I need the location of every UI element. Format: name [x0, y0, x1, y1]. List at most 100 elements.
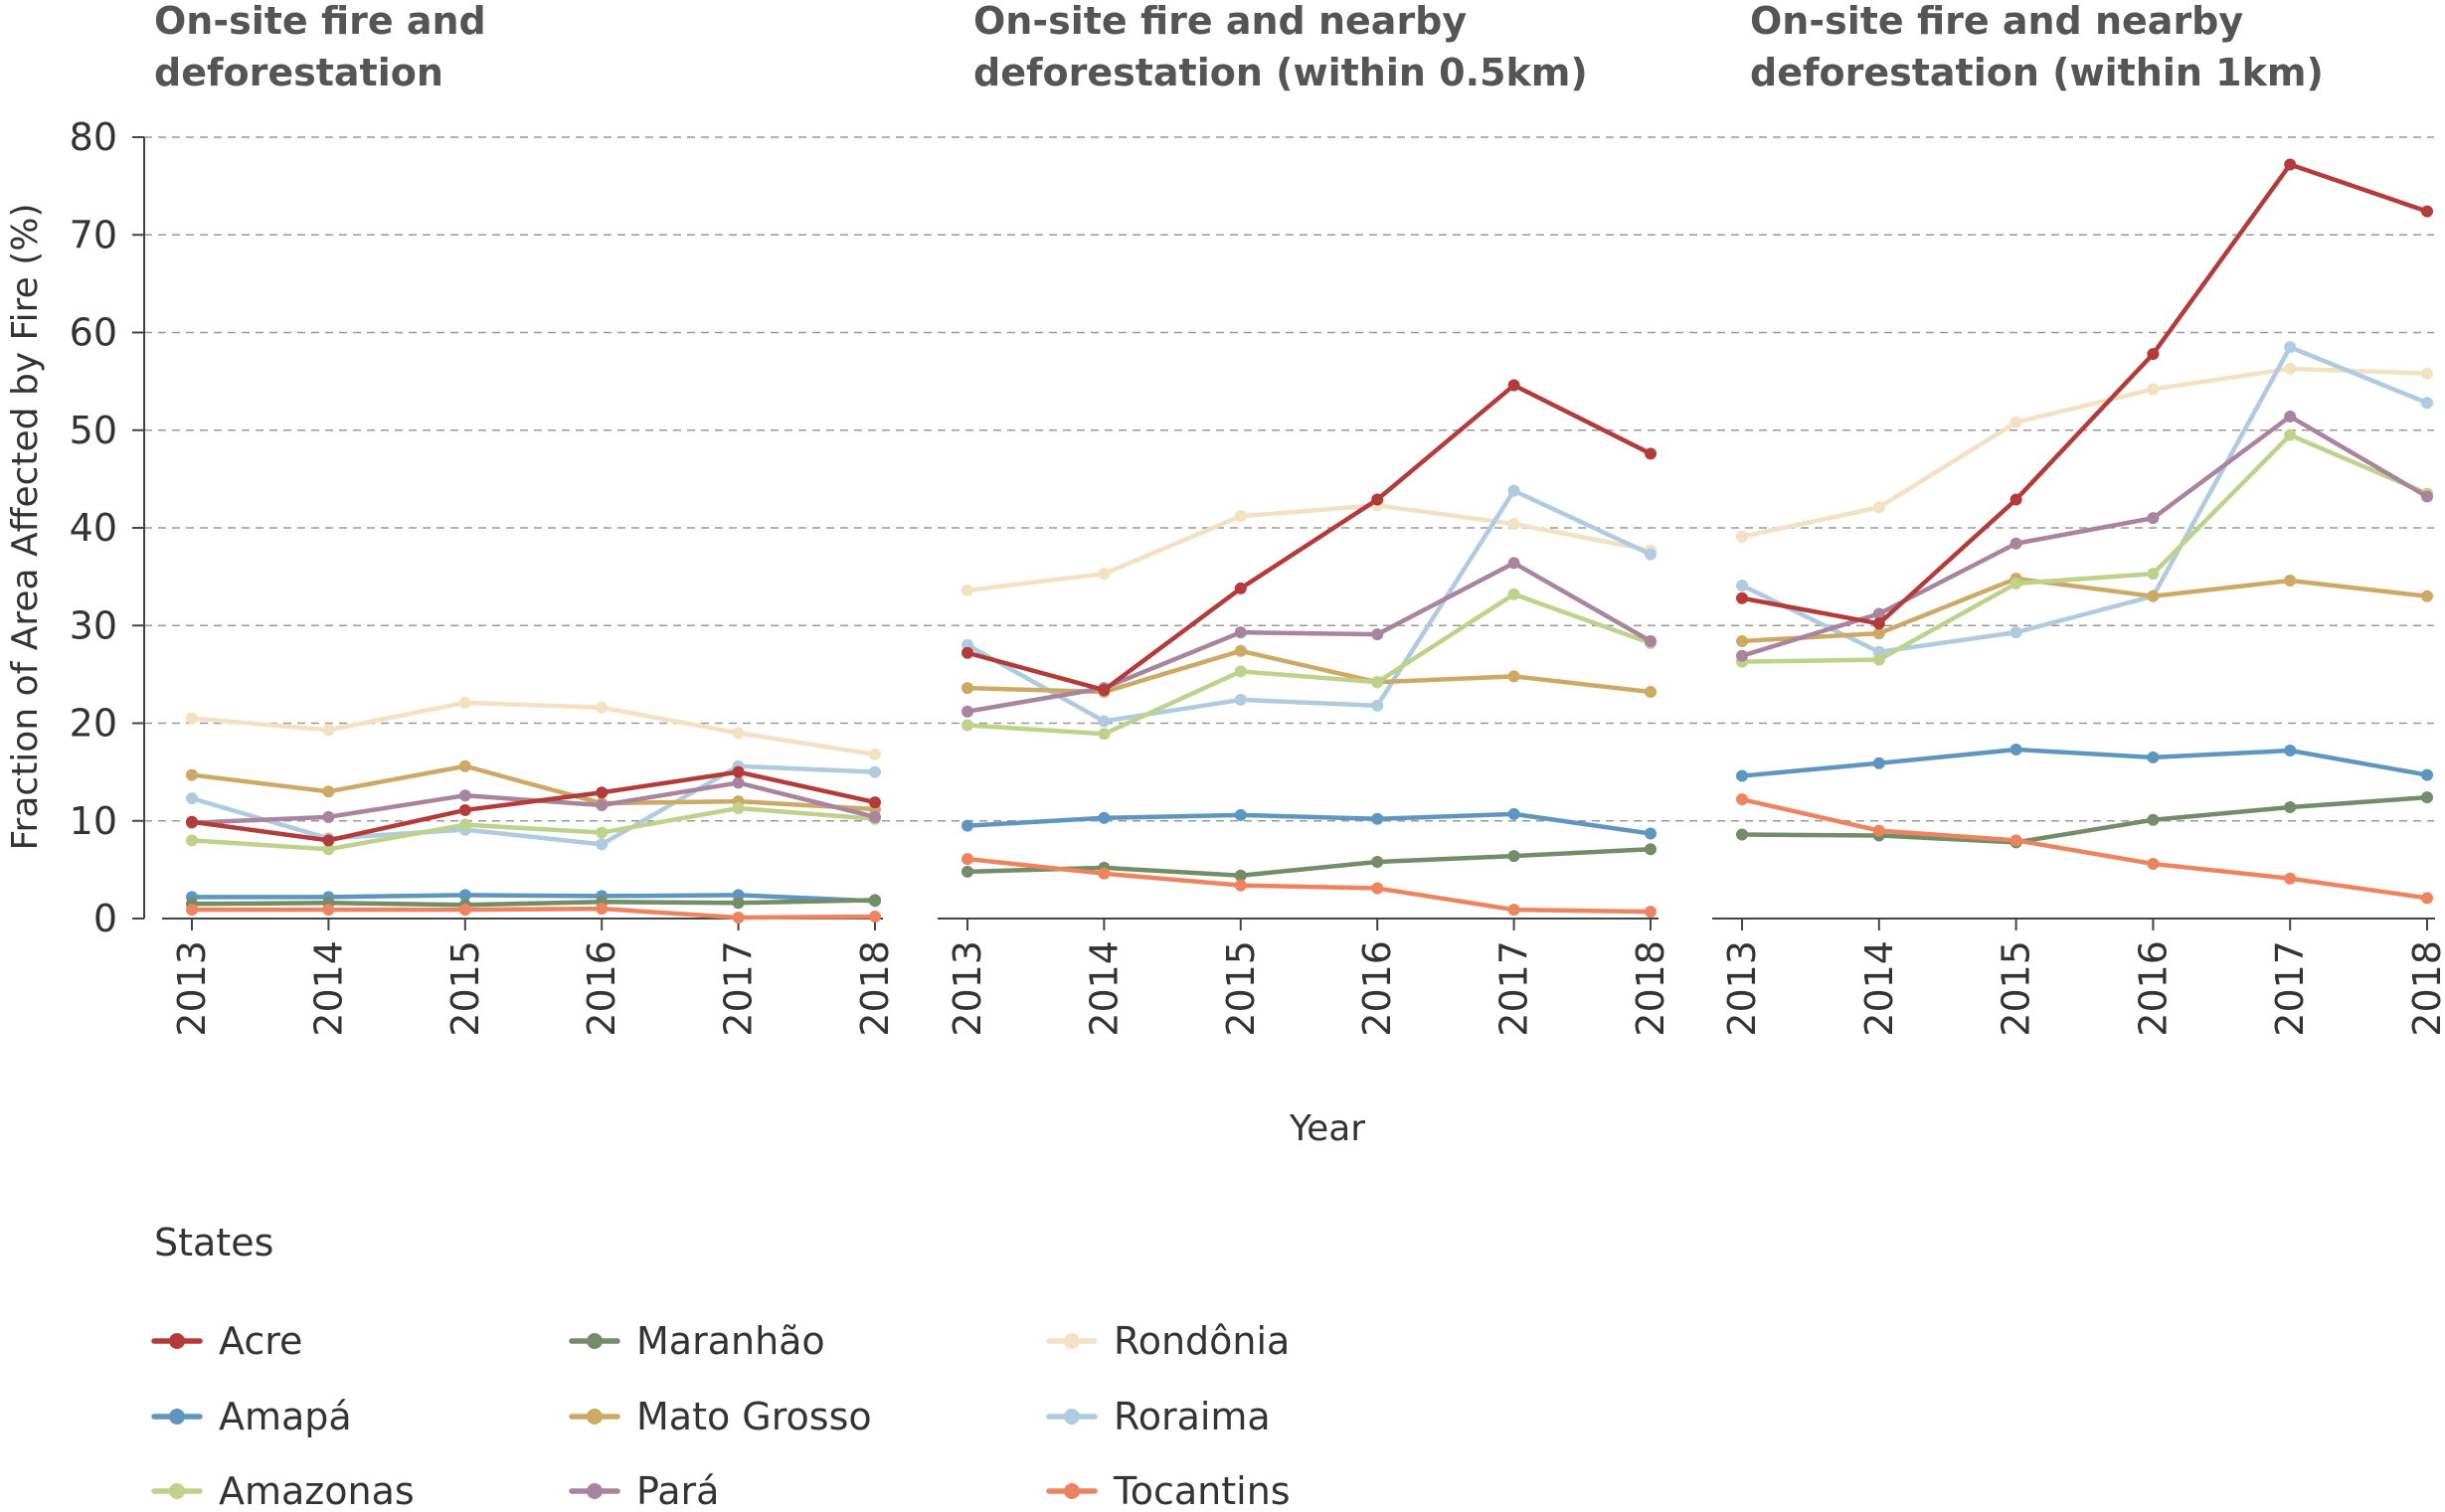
- data-point: [2009, 834, 2022, 847]
- series-line: [1739, 344, 2430, 655]
- data-point: [869, 810, 881, 823]
- legend-swatch-marker: [1064, 1483, 1080, 1499]
- data-point: [1645, 634, 1657, 647]
- data-point: [1371, 493, 1384, 506]
- y-tick-label: 50: [70, 409, 117, 452]
- legend-label: Amapá: [219, 1395, 352, 1438]
- data-point: [1234, 644, 1247, 657]
- data-point: [1872, 824, 1885, 837]
- data-point: [2284, 428, 2297, 441]
- data-point: [1736, 530, 1748, 543]
- series-line: [964, 383, 1654, 693]
- data-point: [869, 894, 881, 907]
- data-point: [1234, 582, 1247, 594]
- data-point: [732, 897, 745, 910]
- legend-swatch-marker: [169, 1333, 185, 1349]
- data-point: [1645, 686, 1657, 699]
- data-point: [1234, 665, 1247, 678]
- data-point: [596, 786, 609, 799]
- legend-swatch-marker: [587, 1409, 603, 1425]
- series-line: [1739, 162, 2430, 626]
- data-point: [186, 815, 198, 828]
- data-point: [322, 724, 335, 737]
- series-line: [1739, 576, 2430, 644]
- data-point: [322, 785, 335, 798]
- data-point: [322, 834, 335, 847]
- series-line: [1739, 796, 2430, 901]
- data-point: [1234, 510, 1247, 523]
- data-point: [2421, 205, 2433, 218]
- data-point: [1736, 591, 1748, 604]
- data-point: [596, 903, 609, 916]
- legend-title: States: [154, 1221, 273, 1264]
- data-point: [2147, 568, 2160, 581]
- data-point: [596, 701, 609, 714]
- data-point: [2284, 410, 2297, 422]
- data-point: [2009, 578, 2022, 590]
- data-point: [1234, 808, 1247, 821]
- y-tick-label: 30: [70, 603, 117, 647]
- data-point: [2147, 348, 2160, 361]
- x-tick-label: 2017: [717, 940, 761, 1037]
- data-point: [1736, 579, 1748, 591]
- data-point: [1371, 812, 1384, 825]
- data-point: [2284, 800, 2297, 813]
- data-point: [1371, 628, 1384, 641]
- panel-title-line: deforestation (within 1km): [1750, 51, 2324, 94]
- data-point: [1872, 653, 1885, 666]
- x-tick-label: 2017: [1492, 940, 1536, 1037]
- data-point: [1098, 811, 1111, 824]
- data-point: [458, 818, 471, 831]
- data-point: [1736, 828, 1748, 841]
- data-point: [2284, 745, 2297, 757]
- data-point: [596, 799, 609, 812]
- data-point: [1234, 869, 1247, 882]
- legend-label: Pará: [636, 1469, 719, 1512]
- data-point: [1507, 379, 1520, 392]
- data-point: [1371, 699, 1384, 712]
- x-tick-label: 2015: [1219, 940, 1263, 1037]
- data-point: [1507, 850, 1520, 863]
- data-point: [458, 759, 471, 772]
- legend-swatch-marker: [587, 1483, 603, 1499]
- data-point: [2421, 367, 2433, 380]
- data-point: [961, 865, 973, 878]
- series-line: [189, 898, 878, 908]
- grid-lines: [144, 136, 2434, 822]
- data-point: [1098, 867, 1111, 880]
- tick-labels: 0 10 20 30 40 50 60 70 80 2013 2014 2015 2016 2017 201…: [70, 115, 2445, 1037]
- y-tick-label: 40: [70, 506, 117, 550]
- legend: Acre Amapá Amazonas Maranhão Mato Grosso Pará…: [151, 1319, 1291, 1512]
- data-point: [2147, 512, 2160, 525]
- data-point: [2421, 397, 2433, 410]
- data-point: [732, 727, 745, 740]
- data-point: [869, 765, 881, 778]
- data-point: [1098, 728, 1111, 741]
- series-line: [964, 561, 1654, 714]
- series-line: [1739, 366, 2430, 540]
- data-point: [2009, 493, 2022, 506]
- data-point: [2421, 589, 2433, 602]
- data-point: [1872, 617, 1885, 630]
- legend-label: Acre: [219, 1319, 302, 1363]
- series-line: [189, 906, 878, 921]
- legend-label: Maranhão: [636, 1319, 825, 1363]
- data-point: [1371, 676, 1384, 689]
- series-line: [189, 700, 878, 757]
- legend-swatch-marker: [1064, 1333, 1080, 1349]
- data-point: [1736, 769, 1748, 782]
- data-point: [1645, 843, 1657, 856]
- data-point: [1098, 715, 1111, 728]
- legend-item: Tocantins: [1046, 1469, 1291, 1512]
- panel-title-line: On-site fire and nearby: [973, 0, 1467, 43]
- data-point: [961, 705, 973, 718]
- x-tick-label: 2017: [2268, 940, 2312, 1037]
- data-point: [1098, 568, 1111, 581]
- data-point: [1872, 501, 1885, 514]
- series-line: [964, 591, 1654, 737]
- data-point: [186, 904, 198, 917]
- data-point: [596, 838, 609, 851]
- x-tick-label: 2015: [1995, 940, 2038, 1037]
- data-point: [186, 792, 198, 805]
